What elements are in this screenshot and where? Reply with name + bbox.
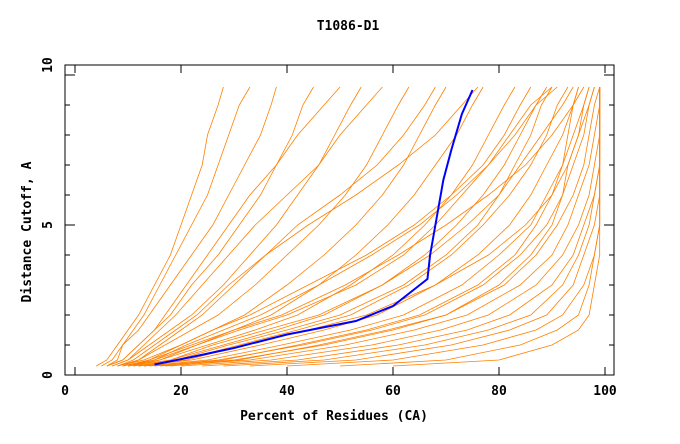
y-tick-label: 5	[41, 221, 56, 229]
model-line-28	[122, 86, 585, 367]
model-line-8	[127, 86, 516, 367]
model-line-16	[180, 87, 601, 367]
model-line-33	[170, 86, 590, 367]
axis-ticks: 0 20 40 60 80 100 0 5 10	[41, 57, 617, 399]
model-line-32	[159, 86, 579, 367]
model-series-group	[96, 86, 601, 367]
model-line-15	[165, 87, 601, 367]
x-tick-label: 40	[279, 384, 295, 399]
model-line-0	[96, 86, 224, 367]
y-axis-label: Distance Cutoff, A	[20, 161, 35, 302]
y-tick-label: 10	[41, 57, 56, 73]
model-line-35	[127, 86, 558, 367]
model-line-6	[117, 86, 447, 367]
model-line-9	[127, 86, 548, 367]
x-tick-label: 0	[61, 384, 69, 399]
model-line-2	[106, 86, 277, 367]
model-line-22	[392, 87, 601, 367]
model-line-25	[127, 86, 532, 367]
highlight-series-group	[154, 89, 474, 366]
model-line-4	[111, 86, 362, 367]
model-line-5	[117, 86, 410, 367]
plot-frame	[64, 64, 615, 376]
x-tick-label: 80	[491, 384, 507, 399]
highlight-line	[154, 89, 474, 366]
model-line-21	[339, 87, 601, 367]
chart-title: T1086-D1	[317, 19, 380, 34]
model-line-34	[138, 86, 553, 367]
model-line-12	[143, 86, 590, 367]
x-tick-label: 20	[173, 384, 189, 399]
model-line-17	[202, 87, 601, 367]
model-line-13	[149, 86, 595, 367]
model-line-11	[138, 86, 579, 367]
y-tick-label: 0	[41, 371, 56, 379]
x-tick-label: 100	[593, 384, 617, 399]
model-line-14	[154, 86, 601, 367]
model-line-30	[111, 86, 383, 367]
x-axis-label: Percent of Residues (CA)	[240, 409, 428, 424]
model-line-10	[133, 86, 569, 367]
model-line-26	[133, 86, 553, 367]
model-line-24	[117, 86, 479, 367]
model-line-31	[106, 86, 341, 367]
x-tick-label: 60	[385, 384, 401, 399]
